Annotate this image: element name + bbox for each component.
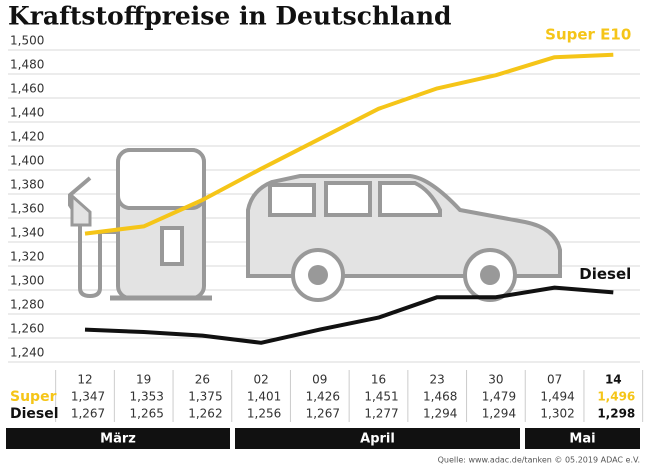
y-tick-label: 1,280 [10, 298, 44, 312]
y-tick-label: 1,300 [10, 274, 44, 288]
value-label: 1,298 [597, 407, 635, 421]
value-label: 1,267 [306, 407, 340, 421]
x-tick-label: 30 [488, 373, 503, 387]
value-label: 1,426 [306, 390, 340, 404]
y-tick-label: 1,380 [10, 178, 44, 192]
x-tick-label: 07 [547, 373, 562, 387]
month-label: März [100, 432, 136, 447]
y-tick-label: 1,240 [10, 346, 44, 360]
y-tick-label: 1,360 [10, 202, 44, 216]
month-band [235, 428, 520, 449]
y-tick-label: 1,420 [10, 130, 44, 144]
value-label: 1,496 [597, 390, 635, 404]
value-label: 1,262 [188, 407, 222, 421]
y-tick-label: 1,400 [10, 154, 44, 168]
series-line [84, 52, 614, 236]
x-tick-label: 23 [430, 373, 445, 387]
value-label: 1,256 [247, 407, 281, 421]
x-tick-label: 12 [77, 373, 92, 387]
month-band [525, 428, 640, 449]
value-label: 1,277 [364, 407, 398, 421]
y-tick-label: 1,340 [10, 226, 44, 240]
value-label: 1,375 [188, 390, 222, 404]
y-tick-label: 1,460 [10, 82, 44, 96]
source: Quelle: www.adac.de/tanken © 05.2019 ADA… [438, 456, 640, 465]
value-label: 1,451 [364, 390, 398, 404]
value-label: 1,353 [130, 390, 164, 404]
value-label: 1,494 [540, 390, 574, 404]
month-label: April [360, 432, 395, 447]
value-label: 1,468 [423, 390, 457, 404]
x-tick-label: 09 [312, 373, 327, 387]
value-label: 1,302 [540, 407, 574, 421]
value-label: 1,265 [130, 407, 164, 421]
y-tick-label: 1,260 [10, 322, 44, 336]
month-label: Mai [569, 432, 595, 447]
series-line [84, 285, 614, 345]
x-tick-label: 02 [253, 373, 268, 387]
series-label: Diesel [579, 265, 631, 283]
value-label: 1,401 [247, 390, 281, 404]
value-label: 1,479 [482, 390, 516, 404]
y-tick-label: 1,440 [10, 106, 44, 120]
value-label: 1,294 [482, 407, 516, 421]
plot [84, 52, 614, 345]
series-label: Super E10 [545, 25, 631, 43]
y-tick-label: 1,500 [10, 34, 44, 48]
chart-title: Kraftstoffpreise in Deutschland [8, 2, 451, 31]
value-label: 1,347 [71, 390, 105, 404]
x-tick-label: 14 [605, 373, 622, 387]
illustration [68, 148, 562, 302]
y-tick-label: 1,320 [10, 250, 44, 264]
x-tick-label: 16 [371, 373, 386, 387]
value-label: 1,294 [423, 407, 457, 421]
row-label: Diesel [10, 406, 59, 422]
x-tick-label: 26 [195, 373, 210, 387]
month-band [6, 428, 230, 449]
value-label: 1,267 [71, 407, 105, 421]
y-tick-label: 1,480 [10, 58, 44, 72]
row-label: Super [10, 389, 57, 405]
x-tick-label: 19 [136, 373, 151, 387]
